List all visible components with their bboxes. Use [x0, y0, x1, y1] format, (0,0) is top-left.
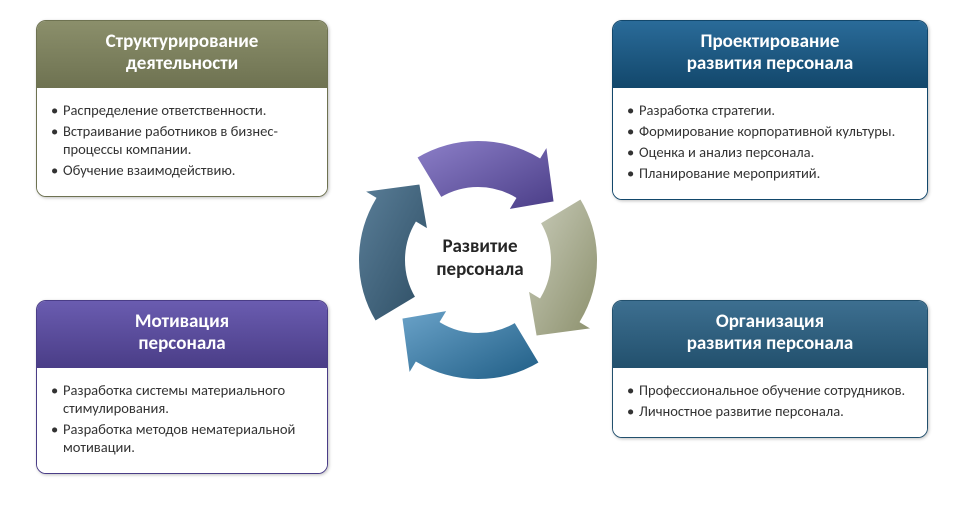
list-item: Разработка стратегии.: [627, 101, 913, 119]
list-item: Оценка и анализ персонала.: [627, 143, 913, 161]
list-item: Планирование мероприятий.: [627, 164, 913, 182]
list-item: Встраивание работников в бизнес-процессы…: [51, 122, 313, 158]
box-structuring-title-2: деятельности: [126, 52, 238, 75]
box-motivation-title-2: персонала: [138, 332, 225, 355]
center-label: Развитие персонала: [410, 236, 550, 282]
list-item: Разработка методов нематериальной мотива…: [51, 420, 313, 456]
box-motivation-body: Разработка системы материального стимули…: [37, 368, 327, 474]
box-motivation: Мотивация персонала Разработка системы м…: [36, 300, 328, 474]
list-item: Профессиональное обучение сотрудников.: [627, 381, 913, 399]
cycle-arrow-right: [401, 310, 539, 380]
box-structuring: Структурирование деятельности Распределе…: [36, 20, 328, 197]
center-line-1: Развитие: [442, 235, 517, 258]
cycle-arrow-left: [416, 140, 554, 210]
box-design-title-2: развития персонала: [687, 52, 854, 75]
center-line-2: персонала: [436, 258, 523, 281]
list-item: Обучение взаимодействию.: [51, 161, 313, 179]
list-item: Формирование корпоративной культуры.: [627, 122, 913, 140]
box-organization-title-2: развития персонала: [687, 332, 854, 355]
list-item: Разработка системы материального стимули…: [51, 381, 313, 417]
box-organization-title-1: Организация: [716, 310, 824, 333]
list-item: Личностное развитие персонала.: [627, 402, 913, 420]
list-item: Распределение ответственности.: [51, 101, 313, 119]
box-structuring-header: Структурирование деятельности: [37, 21, 327, 88]
box-structuring-body: Распределение ответственности. Встраивани…: [37, 88, 327, 197]
box-design-title-1: Проектирование: [700, 30, 839, 53]
box-motivation-header: Мотивация персонала: [37, 301, 327, 368]
box-structuring-title-1: Структурирование: [106, 30, 259, 53]
box-motivation-title-1: Мотивация: [135, 310, 229, 333]
